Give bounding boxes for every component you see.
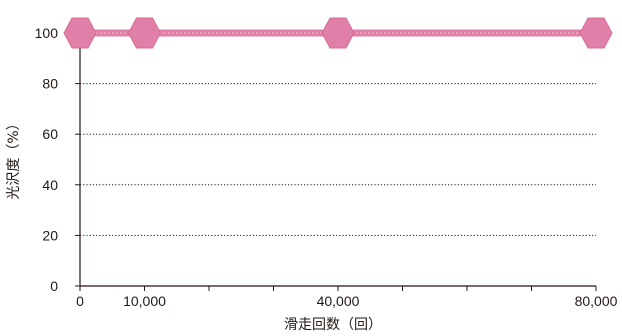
y-tick-label-40: 40 xyxy=(42,177,58,193)
x-axis-title: 滑走回数（回） xyxy=(284,316,382,333)
x-tick-label-10000: 10,000 xyxy=(123,293,166,309)
y-axis-title: 光沢度（%） xyxy=(6,116,22,199)
y-tick-label-100: 100 xyxy=(35,25,59,41)
data-point-marker xyxy=(579,17,613,49)
series-layer xyxy=(63,17,613,49)
data-point-marker xyxy=(63,17,97,49)
tick-labels: 0 20 40 60 80 100 0 10,000 40,000 80,000 xyxy=(35,25,618,309)
x-tick-label-80000: 80,000 xyxy=(575,293,618,309)
y-tick-label-60: 60 xyxy=(42,126,58,142)
y-tick-label-80: 80 xyxy=(42,76,58,92)
y-tick-label-20: 20 xyxy=(42,227,58,243)
data-point-marker xyxy=(321,17,355,49)
x-tick-label-40000: 40,000 xyxy=(317,293,360,309)
data-point-marker xyxy=(127,17,162,49)
y-tick-label-0: 0 xyxy=(50,278,58,294)
x-tick-label-0: 0 xyxy=(76,293,84,309)
